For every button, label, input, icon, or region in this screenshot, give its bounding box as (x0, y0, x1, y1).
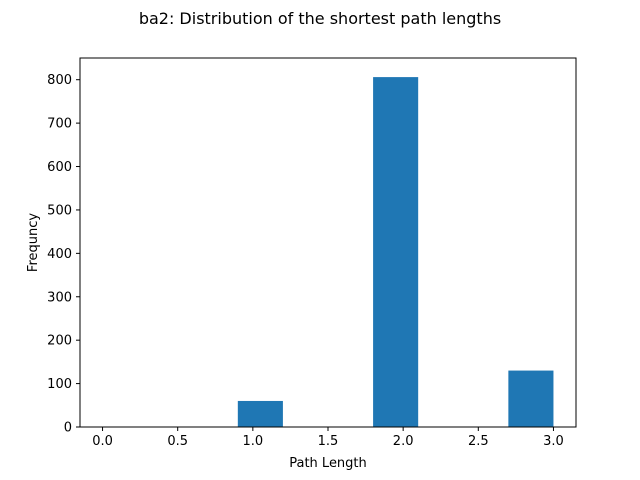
x-axis-ticks: 0.0 0.5 1.0 1.5 2.0 2.5 3.0 (92, 427, 564, 449)
y-tick-label: 800 (47, 73, 72, 88)
y-tick-label: 500 (47, 203, 72, 218)
x-tick-label: 1.0 (243, 434, 264, 449)
x-tick-label: 2.0 (393, 434, 414, 449)
y-tick-label: 300 (47, 290, 72, 305)
x-tick-label: 1.5 (318, 434, 339, 449)
bars-layer (237, 77, 554, 428)
y-tick-label: 0 (64, 421, 72, 436)
histogram-bar-1 (373, 77, 419, 428)
histogram-bar-0 (237, 400, 283, 427)
y-tick-label: 100 (47, 377, 72, 392)
y-tick-label: 200 (47, 334, 72, 349)
y-tick-label: 400 (47, 247, 72, 262)
y-tick-label: 600 (47, 160, 72, 175)
chart-title: ba2: Distribution of the shortest path l… (139, 9, 501, 28)
plot-frame (79, 57, 577, 428)
histogram-bar-2 (508, 370, 554, 427)
y-axis-label: Frequncy (26, 213, 41, 272)
y-tick-label: 700 (47, 117, 72, 132)
x-tick-label: 2.5 (468, 434, 489, 449)
y-axis-ticks: 0 100 200 300 400 500 600 700 800 (47, 73, 80, 436)
x-tick-label: 0.5 (167, 434, 188, 449)
x-axis-label: Path Length (289, 456, 367, 471)
x-tick-label: 0.0 (92, 434, 113, 449)
x-tick-label: 3.0 (543, 434, 564, 449)
